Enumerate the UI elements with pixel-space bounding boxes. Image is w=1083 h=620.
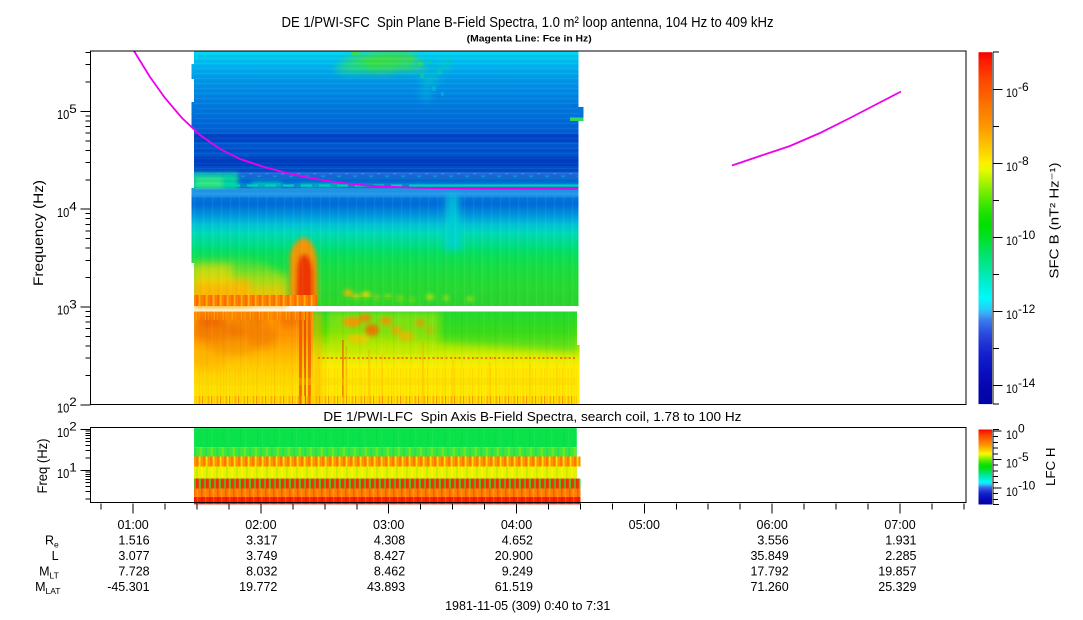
svg-text:-12: -12 [1018,302,1036,316]
svg-text:10: 10 [57,206,69,220]
svg-text:10: 10 [1006,382,1018,396]
svg-text:2.285: 2.285 [885,549,916,563]
svg-text:-6: -6 [1018,80,1029,94]
svg-text:4.308: 4.308 [374,534,405,548]
svg-text:-8: -8 [1018,154,1029,168]
svg-text:Frequency (Hz): Frequency (Hz) [30,180,46,286]
svg-text:25.329: 25.329 [878,580,916,594]
svg-text:7.728: 7.728 [118,565,149,579]
svg-text:1981-11-05 (309) 0:40 to 7:31: 1981-11-05 (309) 0:40 to 7:31 [445,599,610,613]
svg-text:10: 10 [1006,308,1018,322]
svg-text:1: 1 [69,461,77,475]
svg-text:8.032: 8.032 [246,565,277,579]
svg-text:10: 10 [57,108,69,122]
svg-text:e: e [54,540,59,550]
svg-text:06:00: 06:00 [757,518,788,532]
svg-text:1.931: 1.931 [885,534,916,548]
svg-text:M: M [35,580,45,594]
svg-text:10: 10 [57,401,69,415]
svg-text:DE 1/PWI-LFC Spin Axis B-Fiel: DE 1/PWI-LFC Spin Axis B-Field Spectra, … [323,409,741,424]
svg-text:SFC B (nT² Hz⁻¹): SFC B (nT² Hz⁻¹) [1046,163,1061,279]
svg-text:-14: -14 [1018,376,1036,390]
svg-text:02:00: 02:00 [245,518,276,532]
svg-text:-10: -10 [1018,228,1036,242]
svg-text:10: 10 [1006,160,1018,174]
svg-text:Freq (Hz): Freq (Hz) [34,439,50,494]
svg-text:1.516: 1.516 [118,534,149,548]
svg-text:4.652: 4.652 [502,534,533,548]
svg-text:-45.301: -45.301 [107,580,149,594]
svg-text:8.462: 8.462 [374,565,405,579]
svg-text:20.900: 20.900 [495,549,533,563]
svg-text:L: L [52,549,59,563]
svg-text:R: R [45,534,54,548]
svg-text:19.857: 19.857 [878,565,916,579]
svg-text:2: 2 [69,395,77,409]
svg-text:LFC H: LFC H [1043,448,1058,487]
svg-text:-10: -10 [1018,479,1036,493]
svg-text:2: 2 [69,420,77,434]
svg-text:35.849: 35.849 [750,549,788,563]
svg-text:(Magenta Line: Fce in Hz): (Magenta Line: Fce in Hz) [467,34,592,45]
svg-text:LT: LT [50,571,59,581]
svg-text:07:00: 07:00 [884,518,915,532]
svg-text:9.249: 9.249 [502,565,533,579]
svg-text:61.519: 61.519 [495,580,533,594]
svg-text:19.772: 19.772 [239,580,277,594]
svg-text:5: 5 [69,102,77,116]
svg-text:4: 4 [69,200,77,214]
svg-text:04:00: 04:00 [501,518,532,532]
svg-text:0: 0 [1018,422,1025,436]
svg-text:10: 10 [57,467,69,481]
svg-text:LAT: LAT [46,586,61,596]
svg-text:3.749: 3.749 [246,549,277,563]
svg-text:DE 1/PWI-SFC Spin Plane B-Fie: DE 1/PWI-SFC Spin Plane B-Field Spectra,… [282,14,774,31]
svg-text:01:00: 01:00 [117,518,148,532]
svg-text:10: 10 [57,426,69,440]
svg-text:71.260: 71.260 [750,580,788,594]
svg-text:10: 10 [57,304,69,318]
svg-text:3: 3 [69,297,77,311]
svg-text:43.893: 43.893 [367,580,405,594]
svg-text:3.317: 3.317 [246,534,277,548]
svg-text:17.792: 17.792 [750,565,788,579]
svg-text:10: 10 [1006,86,1018,100]
svg-text:10: 10 [1006,485,1018,499]
svg-text:M: M [39,565,49,579]
svg-text:05:00: 05:00 [629,518,660,532]
svg-text:-5: -5 [1018,450,1029,464]
svg-text:10: 10 [1006,234,1018,248]
svg-text:8.427: 8.427 [374,549,405,563]
svg-text:03:00: 03:00 [373,518,404,532]
svg-text:10: 10 [1006,428,1018,442]
svg-text:10: 10 [1006,456,1018,470]
svg-text:3.556: 3.556 [757,534,788,548]
svg-text:3.077: 3.077 [118,549,149,563]
